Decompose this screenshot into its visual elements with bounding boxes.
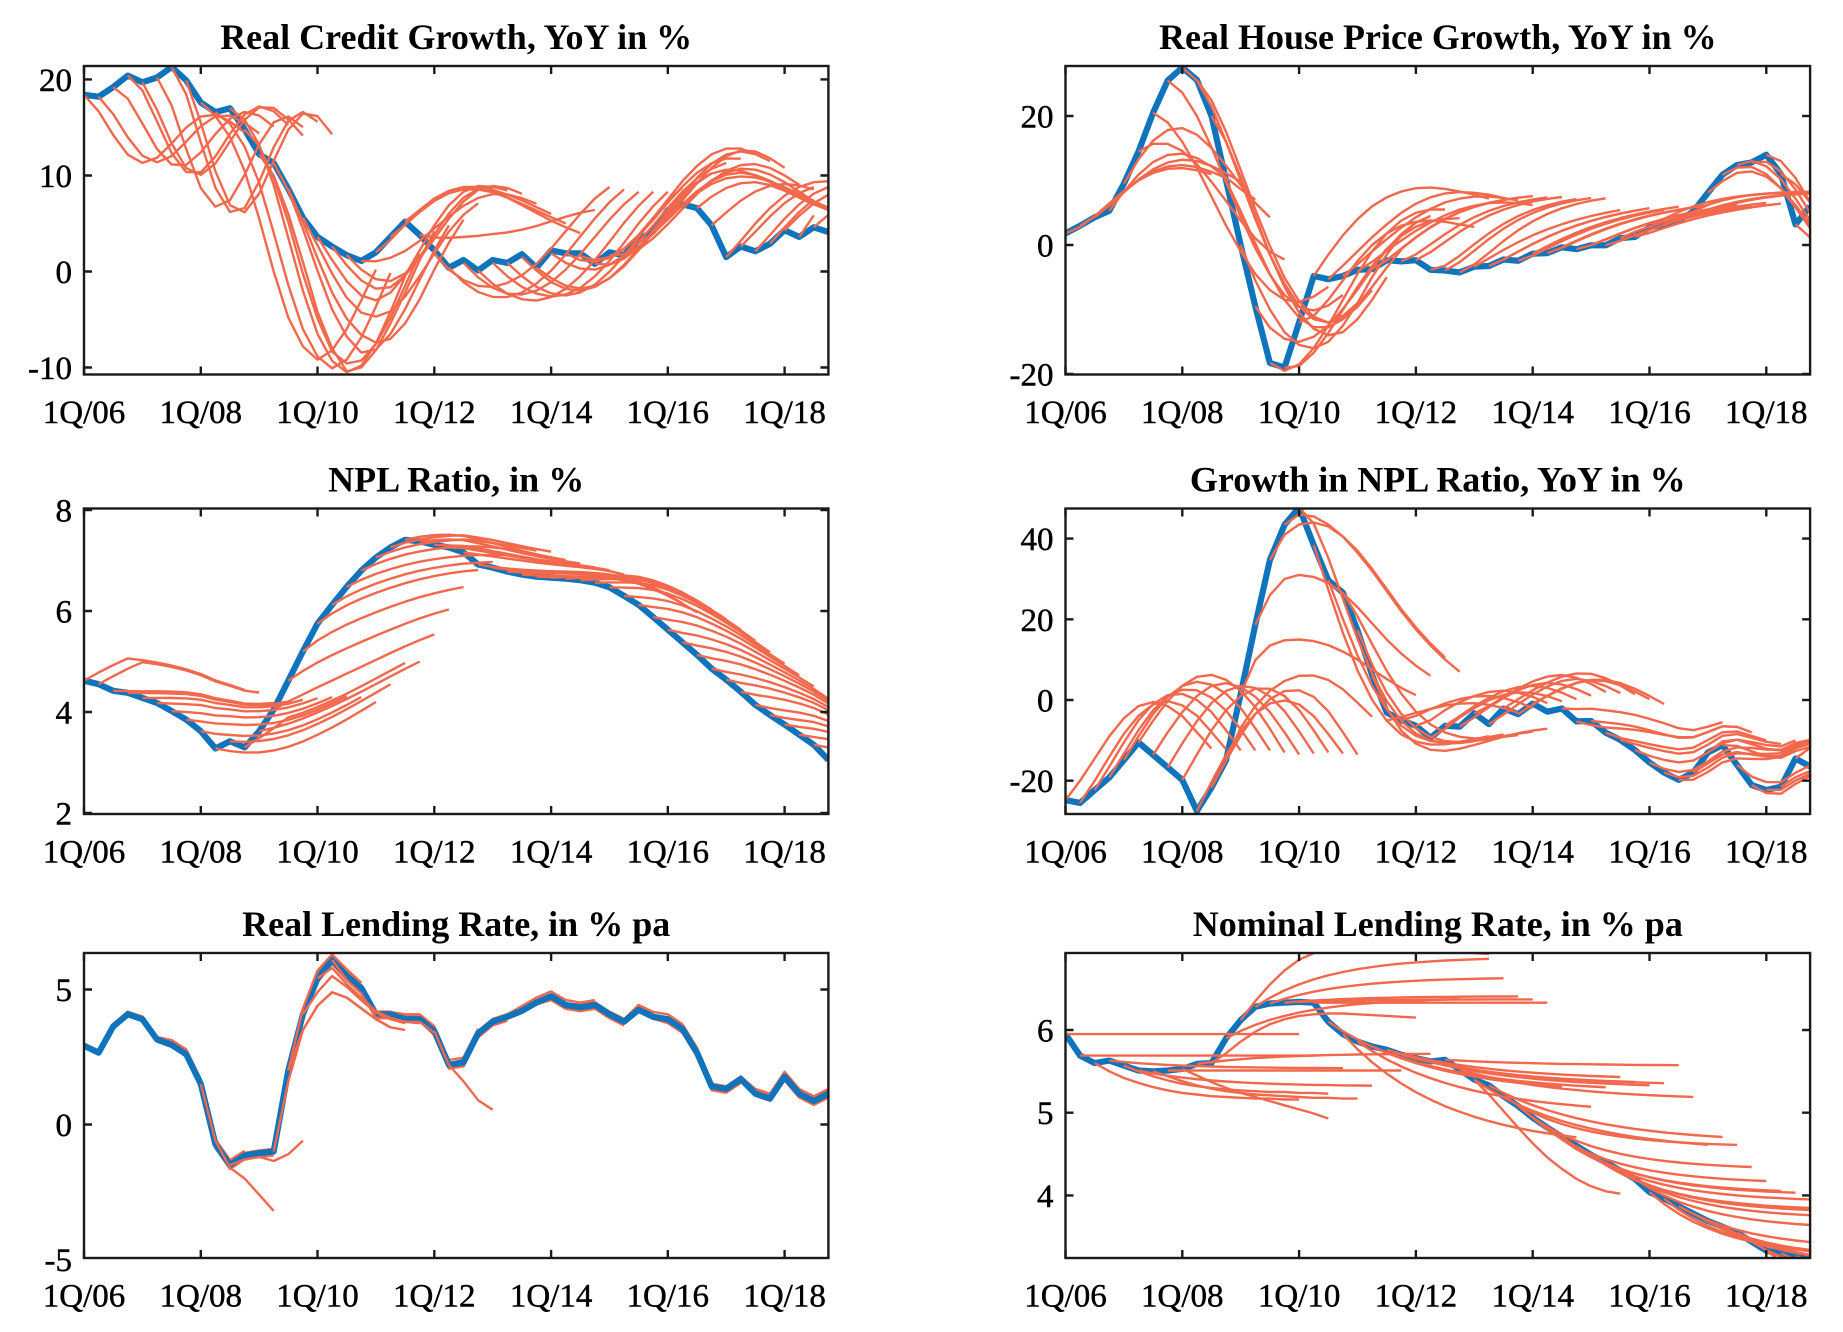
svg-text:1Q/14: 1Q/14 bbox=[1491, 835, 1574, 871]
svg-text:0: 0 bbox=[1037, 684, 1054, 720]
svg-text:1Q/16: 1Q/16 bbox=[627, 395, 710, 431]
svg-text:1Q/18: 1Q/18 bbox=[1725, 395, 1808, 431]
svg-text:NPL Ratio, in %: NPL Ratio, in % bbox=[328, 460, 584, 500]
svg-text:6: 6 bbox=[56, 595, 73, 631]
svg-text:1Q/16: 1Q/16 bbox=[627, 835, 710, 871]
svg-text:20: 20 bbox=[39, 63, 72, 99]
svg-text:1Q/16: 1Q/16 bbox=[1608, 395, 1691, 431]
svg-text:1Q/14: 1Q/14 bbox=[510, 835, 593, 871]
svg-text:1Q/06: 1Q/06 bbox=[1024, 1279, 1107, 1315]
svg-text:1Q/06: 1Q/06 bbox=[43, 835, 126, 871]
svg-text:1Q/16: 1Q/16 bbox=[1608, 835, 1691, 871]
svg-text:1Q/14: 1Q/14 bbox=[510, 1279, 593, 1315]
svg-text:1Q/12: 1Q/12 bbox=[393, 835, 476, 871]
svg-text:1Q/06: 1Q/06 bbox=[1024, 395, 1107, 431]
svg-text:0: 0 bbox=[1037, 229, 1054, 265]
svg-text:20: 20 bbox=[1021, 603, 1054, 639]
svg-text:1Q/12: 1Q/12 bbox=[393, 395, 476, 431]
svg-text:1Q/10: 1Q/10 bbox=[1258, 395, 1341, 431]
svg-text:1Q/08: 1Q/08 bbox=[160, 1279, 243, 1315]
svg-text:0: 0 bbox=[56, 255, 73, 291]
svg-text:1Q/06: 1Q/06 bbox=[1024, 835, 1107, 871]
svg-text:-10: -10 bbox=[28, 351, 72, 387]
svg-text:6: 6 bbox=[1037, 1014, 1054, 1050]
svg-text:1Q/10: 1Q/10 bbox=[1258, 1279, 1341, 1315]
svg-text:-20: -20 bbox=[1010, 764, 1054, 800]
svg-text:2: 2 bbox=[56, 797, 73, 833]
svg-text:-5: -5 bbox=[45, 1243, 73, 1279]
svg-text:1Q/06: 1Q/06 bbox=[43, 1279, 126, 1315]
svg-text:-20: -20 bbox=[1010, 358, 1054, 394]
svg-text:1Q/08: 1Q/08 bbox=[160, 395, 243, 431]
svg-text:1Q/10: 1Q/10 bbox=[276, 835, 359, 871]
svg-text:0: 0 bbox=[56, 1108, 73, 1144]
svg-text:4: 4 bbox=[1037, 1179, 1054, 1215]
svg-text:1Q/14: 1Q/14 bbox=[1491, 395, 1574, 431]
svg-text:4: 4 bbox=[56, 696, 73, 732]
svg-text:1Q/18: 1Q/18 bbox=[743, 395, 826, 431]
svg-text:1Q/16: 1Q/16 bbox=[627, 1279, 710, 1315]
svg-text:10: 10 bbox=[39, 159, 72, 195]
svg-text:5: 5 bbox=[1037, 1096, 1054, 1132]
svg-text:Real Credit Growth, YoY in %: Real Credit Growth, YoY in % bbox=[220, 17, 692, 57]
svg-text:1Q/18: 1Q/18 bbox=[743, 835, 826, 871]
svg-text:1Q/12: 1Q/12 bbox=[1375, 395, 1458, 431]
svg-text:1Q/14: 1Q/14 bbox=[1491, 1279, 1574, 1315]
svg-text:1Q/12: 1Q/12 bbox=[1375, 1279, 1458, 1315]
svg-text:1Q/10: 1Q/10 bbox=[1258, 835, 1341, 871]
svg-text:20: 20 bbox=[1021, 100, 1054, 136]
svg-text:5: 5 bbox=[56, 973, 73, 1009]
svg-text:1Q/08: 1Q/08 bbox=[160, 835, 243, 871]
svg-text:1Q/16: 1Q/16 bbox=[1608, 1279, 1691, 1315]
svg-text:1Q/18: 1Q/18 bbox=[1725, 835, 1808, 871]
svg-text:1Q/12: 1Q/12 bbox=[393, 1279, 476, 1315]
svg-text:8: 8 bbox=[56, 494, 73, 530]
svg-text:1Q/10: 1Q/10 bbox=[276, 395, 359, 431]
svg-text:Real House Price Growth, YoY i: Real House Price Growth, YoY in % bbox=[1159, 17, 1717, 57]
svg-text:1Q/08: 1Q/08 bbox=[1141, 835, 1224, 871]
svg-text:1Q/10: 1Q/10 bbox=[276, 1279, 359, 1315]
svg-text:Nominal Lending Rate, in % pa: Nominal Lending Rate, in % pa bbox=[1193, 904, 1683, 944]
svg-text:1Q/12: 1Q/12 bbox=[1375, 835, 1458, 871]
svg-text:Growth in NPL Ratio, YoY in %: Growth in NPL Ratio, YoY in % bbox=[1190, 460, 1686, 500]
svg-text:1Q/18: 1Q/18 bbox=[743, 1279, 826, 1315]
svg-text:1Q/14: 1Q/14 bbox=[510, 395, 593, 431]
svg-text:1Q/08: 1Q/08 bbox=[1141, 395, 1224, 431]
svg-text:1Q/06: 1Q/06 bbox=[43, 395, 126, 431]
svg-text:40: 40 bbox=[1021, 522, 1054, 558]
svg-text:1Q/08: 1Q/08 bbox=[1141, 1279, 1224, 1315]
svg-text:Real Lending Rate, in % pa: Real Lending Rate, in % pa bbox=[242, 904, 670, 944]
svg-text:1Q/18: 1Q/18 bbox=[1725, 1279, 1808, 1315]
